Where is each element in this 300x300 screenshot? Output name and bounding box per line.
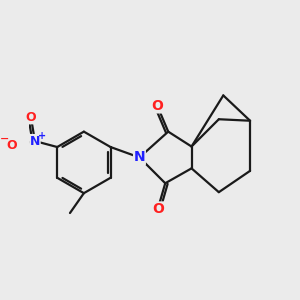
Text: N: N: [30, 135, 40, 148]
Text: O: O: [152, 202, 164, 216]
Text: −: −: [0, 134, 9, 144]
Text: O: O: [152, 99, 163, 113]
Text: O: O: [26, 111, 36, 124]
Text: N: N: [134, 150, 145, 164]
Text: O: O: [6, 139, 17, 152]
Text: +: +: [38, 131, 46, 141]
